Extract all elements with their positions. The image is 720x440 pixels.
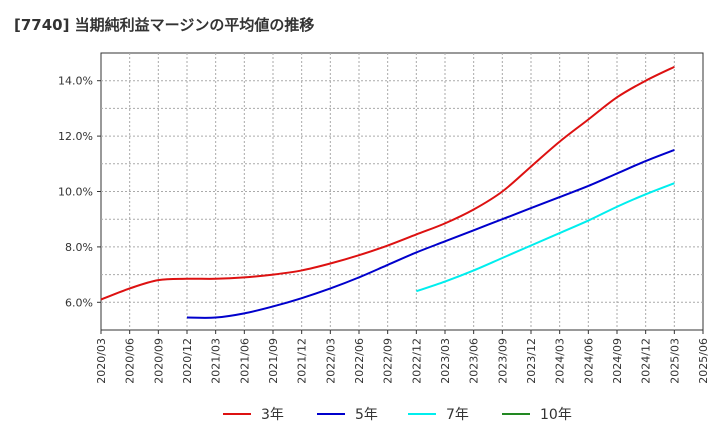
- x-tick-label: 2025/06: [697, 338, 710, 384]
- x-tick-label: 2024/06: [582, 338, 595, 384]
- legend-label: 10年: [540, 407, 572, 423]
- x-tick-label: 2023/03: [439, 338, 452, 384]
- legend-label: 5年: [355, 407, 378, 423]
- y-tick-label: 14.0%: [58, 75, 93, 88]
- x-tick-label: 2023/09: [496, 338, 509, 384]
- legend-label: 7年: [446, 407, 469, 423]
- x-tick-label: 2020/03: [95, 338, 108, 384]
- x-tick-label: 2022/12: [410, 338, 423, 384]
- y-tick-label: 10.0%: [58, 186, 93, 199]
- y-axis-ticks: 6.0% 8.0% 10.0% 12.0% 14.0%: [58, 75, 101, 309]
- x-tick-label: 2023/12: [525, 338, 538, 384]
- x-tick-label: 2021/09: [267, 338, 280, 384]
- x-tick-label: 2020/12: [181, 338, 194, 384]
- legend-label: 3年: [261, 407, 284, 423]
- series-line-2: [416, 182, 675, 293]
- series-line-0: [100, 65, 675, 301]
- x-tick-label: 2022/09: [382, 338, 395, 384]
- x-tick-label: 2020/09: [152, 338, 165, 384]
- y-tick-label: 8.0%: [65, 241, 93, 254]
- x-tick-label: 2022/06: [353, 338, 366, 384]
- x-tick-label: 2021/06: [238, 338, 251, 384]
- x-tick-label: 2025/03: [668, 338, 681, 384]
- x-axis-ticks: 2020/03 2020/06 2020/09 2020/12 2021/03 2021/…: [95, 330, 710, 384]
- x-tick-label: 2021/12: [296, 338, 309, 384]
- x-tick-label: 2022/03: [324, 338, 337, 384]
- x-tick-label: 2020/06: [124, 338, 137, 384]
- y-tick-label: 12.0%: [58, 130, 93, 143]
- x-tick-label: 2024/12: [640, 338, 653, 384]
- legend: 3年 5年 7年 10年: [223, 407, 572, 423]
- series-lines: [100, 65, 675, 319]
- series-line-1: [186, 149, 675, 319]
- x-tick-label: 2023/06: [468, 338, 481, 384]
- x-tick-label: 2024/09: [611, 338, 624, 384]
- chart-title: [7740] 当期純利益マージンの平均値の推移: [14, 16, 315, 34]
- x-tick-label: 2021/03: [210, 338, 223, 384]
- y-tick-label: 6.0%: [65, 296, 93, 309]
- x-tick-label: 2024/03: [554, 338, 567, 384]
